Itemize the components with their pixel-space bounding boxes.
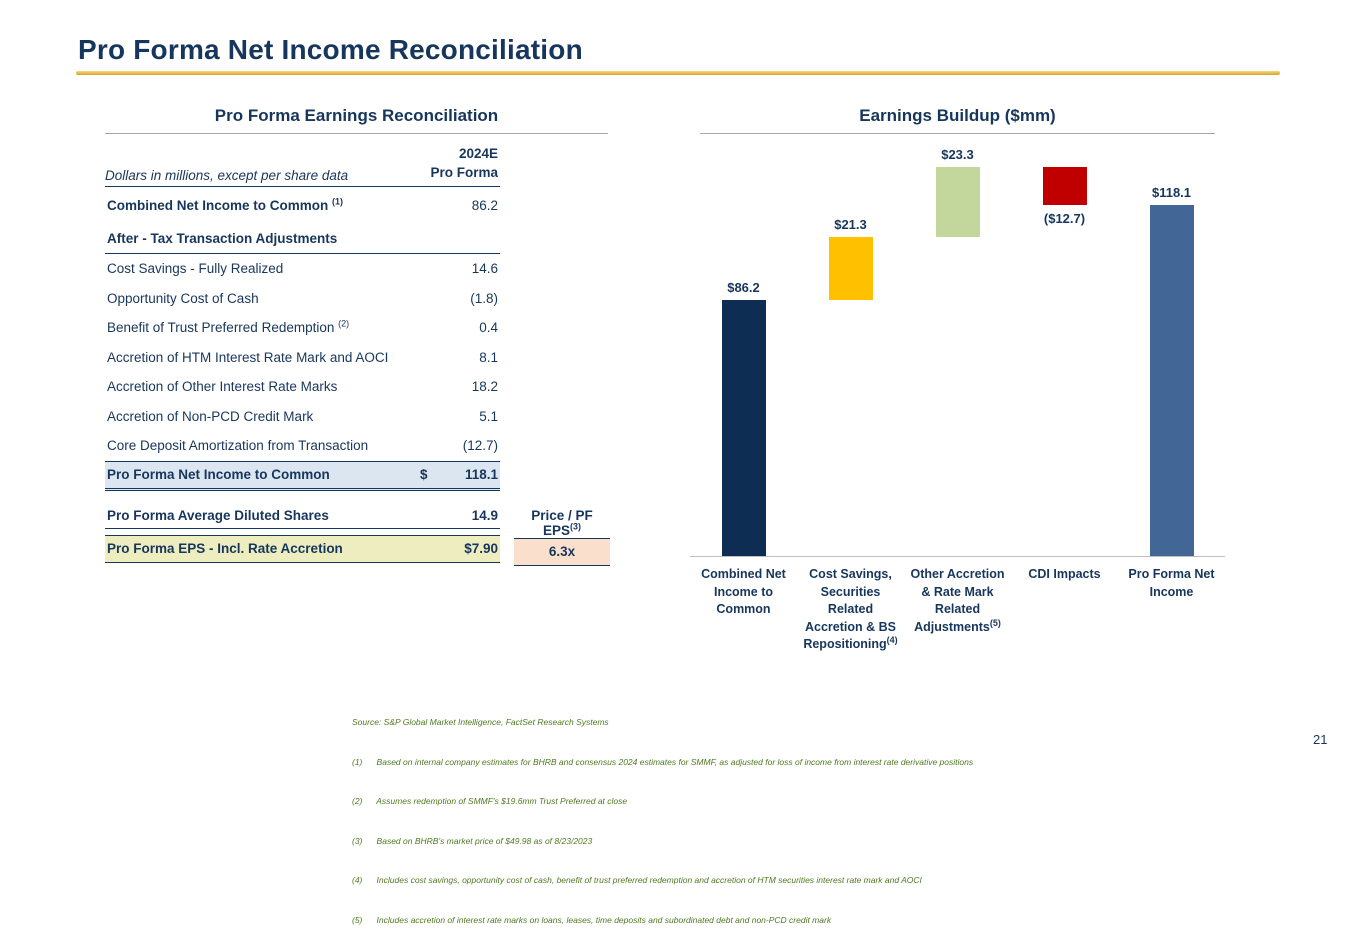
table-row-htm-accretion: Accretion of HTM Interest Rate Mark and … [105, 343, 500, 373]
row-label-text: Accretion of Non-PCD Credit Mark [107, 408, 314, 424]
footnotes: Source: S&P Global Market Intelligence, … [352, 690, 973, 940]
pro-forma-earnings-table: Pro Forma Earnings Reconciliation Dollar… [105, 106, 610, 566]
category-label-3: CDI Impacts [1028, 567, 1101, 581]
category-label-0: Combined Net Income to Common [701, 567, 786, 616]
bar-value-label-1: $21.3 [834, 216, 867, 232]
footnote-marker: (5) [989, 617, 1001, 628]
table-body: Dollars in millions, except per share da… [105, 134, 500, 563]
row-label-text: Cost Savings - Fully Realized [107, 261, 284, 277]
period-header: 2024E Pro Forma [430, 144, 500, 183]
bar-value-label-3: ($12.7) [1043, 211, 1086, 227]
row-label: Pro Forma Net Income to Common [107, 467, 330, 482]
section-header-adjustments: After - Tax Transaction Adjustments [105, 223, 500, 254]
table-row-non-pcd-credit-mark: Accretion of Non-PCD Credit Mark 5.1 [105, 402, 500, 432]
table-row-pro-forma-eps: Pro Forma EPS - Incl. Rate Accretion $7.… [105, 534, 500, 563]
row-label: Cost Savings - Fully Realized [105, 261, 420, 276]
footnote-1: (1) Based on internal company estimates … [352, 756, 974, 767]
waterfall-bar-4 [1149, 205, 1194, 556]
row-value: 5.1 [479, 408, 498, 424]
row-value: $7.90 [464, 541, 498, 556]
row-label: Pro Forma Average Diluted Shares [107, 507, 329, 523]
row-label-text: Accretion of Other Interest Rate Marks [107, 379, 338, 395]
footnote-marker: (4) [886, 634, 898, 645]
chart-title: Earnings Buildup ($mm) [700, 106, 1215, 134]
row-label: Accretion of Other Interest Rate Marks [105, 379, 420, 394]
row-value: 0.4 [479, 320, 498, 336]
table-row-trust-preferred: Benefit of Trust Preferred Redemption (2… [105, 313, 500, 343]
row-label: Opportunity Cost of Cash [105, 291, 420, 306]
row-value: (12.7) [462, 438, 498, 454]
footnote-2: (2) Assumes redemption of SMMF's $19.6mm… [352, 796, 628, 807]
row-label-text: Combined Net Income to Common [107, 197, 329, 213]
category-label-4: Pro Forma Net Income [1128, 567, 1215, 599]
row-label: Benefit of Trust Preferred Redemption (2… [105, 318, 420, 336]
row-value: 14.9 [471, 507, 498, 523]
waterfall-plot: $86.2 $21.3 $23.3 ($12.7) $118.1 [690, 140, 1225, 557]
bar-value-label-0: $86.2 [727, 279, 760, 295]
price-pf-eps-label: Price / PF EPS(3) [514, 508, 610, 538]
row-label: Accretion of Non-PCD Credit Mark [105, 409, 420, 424]
page-title: Pro Forma Net Income Reconciliation [78, 34, 583, 65]
table-row-total-net-income: Pro Forma Net Income to Common $ 118.1 [105, 460, 500, 491]
footnote-marker: (3) [570, 521, 581, 532]
table-row-combined-net-income: Combined Net Income to Common (1) 86.2 [105, 187, 500, 223]
row-label: Core Deposit Amortization from Transacti… [105, 438, 420, 453]
footnote-marker: (1) [332, 196, 344, 206]
row-value: 8.1 [479, 349, 498, 365]
category-label-2: Other Accretion & Rate Mark Related Adju… [910, 567, 1005, 634]
row-label-text: Benefit of Trust Preferred Redemption [107, 320, 335, 336]
row-label-text: Accretion of HTM Interest Rate Mark and … [107, 349, 389, 365]
footnote-source: Source: S&P Global Market Intelligence, … [352, 717, 609, 728]
category-label-1: Cost Savings, Securities Related Accreti… [803, 567, 898, 651]
units-note: Dollars in millions, except per share da… [105, 168, 349, 183]
row-value: 14.6 [471, 261, 498, 277]
waterfall-bar-0 [721, 299, 766, 556]
waterfall-categories: Combined Net Income to Common Cost Saving… [690, 566, 1225, 654]
waterfall-bar-1 [828, 236, 873, 300]
table-row-opportunity-cost: Opportunity Cost of Cash (1.8) [105, 284, 500, 314]
row-label-text: Core Deposit Amortization from Transacti… [107, 438, 369, 454]
waterfall-bar-3 [1042, 167, 1087, 206]
page-number: 21 [1313, 732, 1328, 747]
footnote-marker: (2) [338, 318, 350, 329]
table-row-cost-savings: Cost Savings - Fully Realized 14.6 [105, 254, 500, 284]
price-pf-eps-value: 6.3x [514, 538, 610, 566]
title-divider [76, 71, 1280, 75]
footnote-4: (4) Includes cost savings, opportunity c… [352, 875, 922, 886]
row-value: 18.2 [471, 379, 498, 395]
period-type: Pro Forma [430, 165, 498, 181]
currency-symbol: $ [420, 467, 428, 482]
row-label: Pro Forma EPS - Incl. Rate Accretion [107, 541, 343, 556]
row-label-text: Opportunity Cost of Cash [107, 290, 259, 306]
bar-value-label-2: $23.3 [941, 147, 974, 163]
table-row-diluted-shares: Pro Forma Average Diluted Shares 14.9 [105, 503, 500, 529]
footnote-3: (3) Based on BHRB's market price of $49.… [352, 835, 593, 846]
price-pf-eps-label-text: Price / PF EPS [531, 508, 593, 538]
row-label: Combined Net Income to Common (1) [105, 196, 420, 213]
table-row-core-deposit-amortization: Core Deposit Amortization from Transacti… [105, 431, 500, 461]
row-value: 86.2 [471, 197, 498, 213]
table-header-row: Dollars in millions, except per share da… [105, 134, 500, 187]
waterfall-bar-2 [935, 167, 980, 237]
table-title: Pro Forma Earnings Reconciliation [105, 106, 608, 134]
bar-value-label-4: $118.1 [1151, 185, 1192, 201]
row-label: Accretion of HTM Interest Rate Mark and … [105, 350, 420, 365]
footnote-5: (5) Includes accretion of interest rate … [352, 914, 832, 925]
period-year: 2024E [458, 145, 498, 161]
row-value: (1.8) [470, 290, 498, 306]
table-row-other-rate-marks: Accretion of Other Interest Rate Marks 1… [105, 372, 500, 402]
row-value: 118.1 [464, 467, 498, 482]
